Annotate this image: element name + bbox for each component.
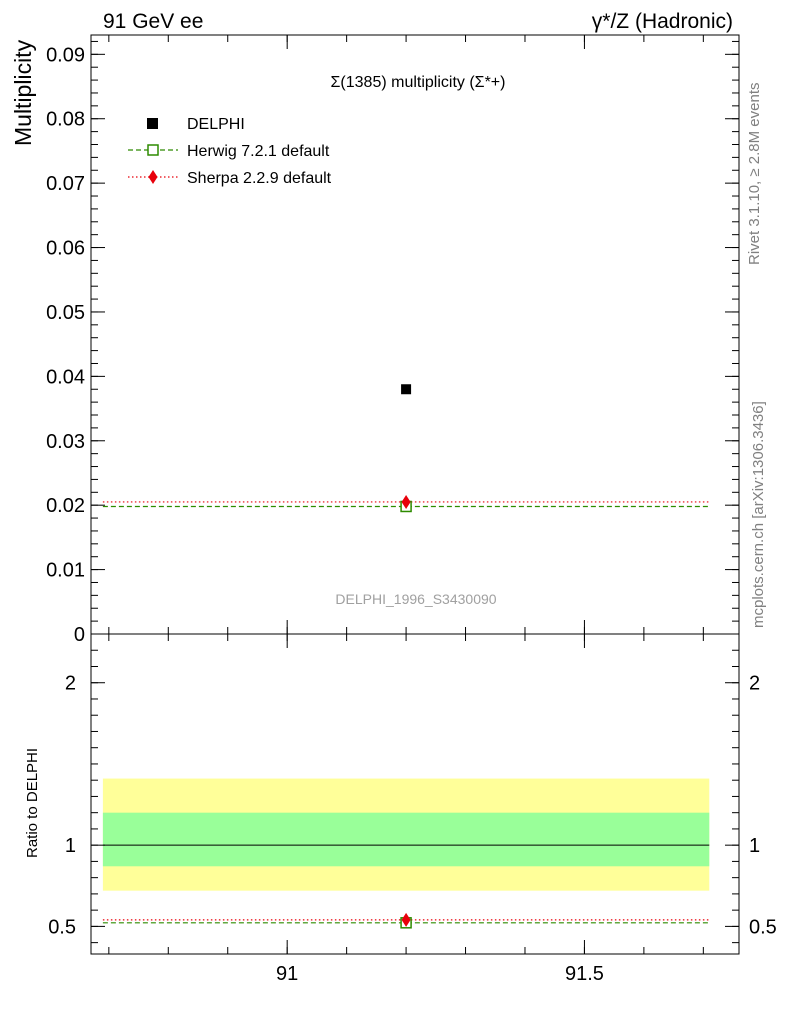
- ratio-ytick-label-left: 2: [65, 673, 76, 695]
- main-ytick-label: 0.09: [46, 44, 85, 66]
- ratio-ytick-label-left: 1: [65, 835, 76, 857]
- ratio-ylabel: Ratio to DELPHI: [24, 748, 41, 858]
- main-ytick-label: 0.07: [46, 173, 85, 195]
- xtick-label: 91.5: [565, 963, 604, 985]
- main-ytick-label: 0.02: [46, 495, 85, 517]
- delphi-point: [401, 384, 412, 395]
- main-axis-ticks: [91, 35, 739, 635]
- mcplots-label: mcplots.cern.ch [arXiv:1306.3436]: [750, 401, 767, 628]
- main-ylabel: Multiplicity: [10, 39, 36, 146]
- ratio-ytick-label-right: 2: [749, 673, 760, 695]
- main-ytick-label: 0.06: [46, 238, 85, 260]
- header-left: 91 GeV ee: [103, 10, 203, 33]
- legend-label-herwig: Herwig 7.2.1 default: [187, 143, 330, 160]
- legend-marker-delphi: [147, 118, 158, 129]
- sherpa-point: [401, 494, 411, 509]
- ratio-panel: 0.5 0.5 1 1 2 2 Ratio to DELPHI 91 91.5: [24, 633, 777, 985]
- ratio-ytick-labels: 0.5 0.5 1 1 2 2: [48, 673, 777, 939]
- ratio-series: [102, 912, 710, 929]
- main-ytick-labels: 0 0.01 0.02 0.03 0.04 0.05 0.06 0.07 0.08 0.09: [46, 44, 85, 646]
- header-right: γ*/Z (Hadronic): [592, 10, 733, 33]
- ratio-band-inner: [102, 812, 710, 867]
- xtick-label: 91: [276, 963, 298, 985]
- legend-label-delphi: DELPHI: [187, 116, 245, 133]
- ratio-ytick-label-right: 0.5: [749, 916, 777, 938]
- ratio-sherpa-point: [401, 912, 411, 927]
- main-panel: 0 0.01 0.02 0.03 0.04 0.05 0.06 0.07 0.08 0.09 Mu…: [10, 34, 740, 646]
- legend-marker-sherpa: [148, 170, 158, 184]
- legend: DELPHI Herwig 7.2.1 default Sherpa 2.2.9…: [128, 116, 332, 187]
- main-ytick-label: 0.08: [46, 109, 85, 131]
- legend-label-sherpa: Sherpa 2.2.9 default: [187, 170, 332, 187]
- ratio-ytick-label-right: 1: [749, 835, 760, 857]
- rivet-label: Rivet 3.1.10, ≥ 2.8M events: [746, 83, 763, 266]
- ratio-frame: [90, 633, 740, 955]
- watermark: DELPHI_1996_S3430090: [335, 591, 496, 607]
- main-ytick-label: 0.03: [46, 431, 85, 453]
- legend-marker-herwig: [147, 144, 159, 156]
- main-ytick-label: 0.04: [46, 366, 85, 388]
- ratio-ytick-label-left: 0.5: [48, 916, 76, 938]
- main-ytick-label: 0: [74, 624, 85, 646]
- main-ytick-label: 0.05: [46, 302, 85, 324]
- main-series: [102, 384, 710, 513]
- main-title: Σ(1385) multiplicity (Σ*+): [331, 74, 506, 91]
- ratio-axis-ticks: [91, 634, 739, 954]
- xtick-labels: 91 91.5: [276, 963, 604, 985]
- main-ytick-label: 0.01: [46, 560, 85, 582]
- ratio-bands: [102, 778, 710, 891]
